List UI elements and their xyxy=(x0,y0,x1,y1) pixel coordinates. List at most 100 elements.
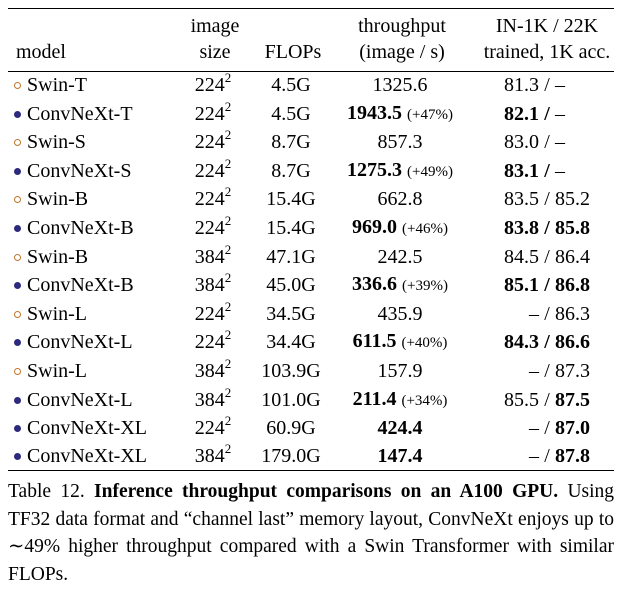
throughput-value: 662.8 xyxy=(377,188,423,211)
header-flops: FLOPs xyxy=(264,41,322,63)
cell-flops: 15.4G xyxy=(266,216,316,239)
throughput-value: 435.9 xyxy=(377,302,423,325)
cell-accuracy: 84.5/86.4 xyxy=(470,244,620,272)
cell-accuracy: –/86.3 xyxy=(470,301,620,329)
acc-separator: / xyxy=(544,74,550,96)
acc-in1k: – xyxy=(529,359,539,382)
cell-image-size: 3842 xyxy=(174,440,252,471)
cell-image-size: 3842 xyxy=(174,271,252,301)
throughput-value: 1275.3 xyxy=(347,158,403,181)
cell-throughput: 157.9 xyxy=(330,358,470,386)
results-table-container: model image size FLOPs throughput (image /… xyxy=(8,8,614,472)
acc-in22k: 87.5 xyxy=(555,388,590,411)
throughput-value: 211.4 xyxy=(352,387,397,410)
cell-flops: 8.7G xyxy=(271,131,311,154)
throughput-value: 242.5 xyxy=(377,245,423,268)
acc-in1k: 83.1 xyxy=(504,159,539,182)
table-row: ConvNeXt-B 2242 15.4G 969.0 (+46%) 83.8/85.8 xyxy=(8,214,620,244)
table-row: ConvNeXt-L 2242 34.4G 611.5 (+40%) 84.3/86.6 xyxy=(8,328,620,358)
acc-in22k: 86.4 xyxy=(555,245,590,268)
cell-accuracy: 85.5/87.5 xyxy=(470,386,620,416)
image-size-exponent: 2 xyxy=(224,184,232,200)
cell-accuracy: 84.3/86.6 xyxy=(470,328,620,358)
cell-model: Swin-B xyxy=(8,244,174,272)
cell-image-size: 3842 xyxy=(174,355,252,386)
image-size-exponent: 2 xyxy=(224,241,232,257)
image-size-value: 224 xyxy=(194,216,225,239)
cell-throughput: 435.9 xyxy=(330,301,470,329)
caption-title: Inference throughput comparisons on an A… xyxy=(94,481,559,502)
cell-accuracy: 85.1/86.8 xyxy=(470,271,620,301)
acc-in1k: 82.1 xyxy=(504,102,539,125)
cell-image-size: 2242 xyxy=(174,184,252,214)
cell-model: ConvNeXt-S xyxy=(8,157,174,187)
header-throughput: throughput (image / s) xyxy=(358,15,446,63)
cell-model: Swin-L xyxy=(8,301,174,329)
cell-accuracy: 83.0/– xyxy=(470,129,620,157)
table-row: ConvNeXt-XL 3842 179.0G 147.4 –/87.8 xyxy=(8,440,620,471)
acc-separator: / xyxy=(544,359,550,382)
cell-flops: 47.1G xyxy=(266,245,316,268)
image-size-exponent: 2 xyxy=(224,70,232,85)
image-size-value: 224 xyxy=(194,417,225,440)
model-name: Swin-L xyxy=(27,302,87,325)
acc-in1k: 83.8 xyxy=(504,216,539,239)
swin-marker-icon xyxy=(14,139,21,147)
table-caption: Table 12. Inference throughput compariso… xyxy=(8,478,614,588)
cell-model: Swin-S xyxy=(8,129,174,157)
cell-throughput: 211.4 (+34%) xyxy=(330,386,470,416)
table-row: Swin-S 2242 8.7G 857.3 83.0/– xyxy=(8,128,620,157)
image-size-value: 384 xyxy=(194,388,225,411)
cell-accuracy: –/87.3 xyxy=(470,358,620,386)
image-size-value: 384 xyxy=(194,359,225,382)
acc-in22k: – xyxy=(555,131,565,154)
model-name: Swin-L xyxy=(27,359,87,382)
throughput-table-body: Swin-T 2242 4.5G 1325.6 81.3/– ConvNeXt-T 2242… xyxy=(8,70,620,471)
acc-separator: / xyxy=(544,444,550,467)
cell-model: ConvNeXt-T xyxy=(8,100,174,130)
throughput-improvement: (+49%) xyxy=(407,163,453,180)
cell-accuracy: –/87.8 xyxy=(470,443,620,471)
image-size-exponent: 2 xyxy=(224,270,232,286)
convnext-marker-icon xyxy=(14,452,21,460)
cell-throughput: 336.6 (+39%) xyxy=(330,271,470,301)
cell-throughput: 424.4 xyxy=(330,415,470,443)
image-size-exponent: 2 xyxy=(224,355,232,371)
acc-in1k: – xyxy=(529,444,539,467)
cell-image-size: 2242 xyxy=(174,100,252,130)
acc-in22k: 87.0 xyxy=(555,417,590,440)
throughput-improvement: (+34%) xyxy=(401,392,448,409)
cell-model: ConvNeXt-XL xyxy=(8,415,174,443)
image-size-value: 224 xyxy=(194,188,225,211)
cell-image-size: 2242 xyxy=(174,214,252,244)
acc-in22k: 85.2 xyxy=(555,188,590,211)
swin-marker-icon xyxy=(14,82,21,89)
image-size-exponent: 2 xyxy=(224,413,232,429)
acc-in1k: 84.3 xyxy=(504,331,539,354)
cell-throughput: 1325.6 xyxy=(330,72,470,100)
header-rule xyxy=(8,71,614,72)
cell-flops: 179.0G xyxy=(261,444,321,467)
throughput-improvement: (+47%) xyxy=(407,106,453,123)
convnext-marker-icon xyxy=(14,339,21,347)
cell-accuracy: 81.3/– xyxy=(470,72,620,100)
convnext-marker-icon xyxy=(14,224,21,232)
acc-in1k: – xyxy=(529,302,539,325)
cell-accuracy: 83.8/85.8 xyxy=(470,214,620,244)
model-name: ConvNeXt-B xyxy=(27,216,134,239)
image-size-exponent: 2 xyxy=(224,327,232,343)
swin-marker-icon xyxy=(14,367,21,375)
acc-in22k: 87.8 xyxy=(555,444,590,467)
top-rule xyxy=(8,8,614,9)
throughput-improvement: (+39%) xyxy=(402,278,448,295)
table-row: ConvNeXt-S 2242 8.7G 1275.3 (+49%) 83.1/– xyxy=(8,157,620,187)
image-size-exponent: 2 xyxy=(224,440,232,456)
throughput-value: 1943.5 xyxy=(347,101,403,124)
acc-separator: / xyxy=(544,245,550,268)
cell-accuracy: 82.1/– xyxy=(470,100,620,130)
cell-model: Swin-L xyxy=(8,358,174,386)
acc-separator: / xyxy=(544,417,550,440)
acc-separator: / xyxy=(544,188,550,211)
cell-throughput: 1275.3 (+49%) xyxy=(330,157,470,187)
acc-separator: / xyxy=(544,131,550,154)
